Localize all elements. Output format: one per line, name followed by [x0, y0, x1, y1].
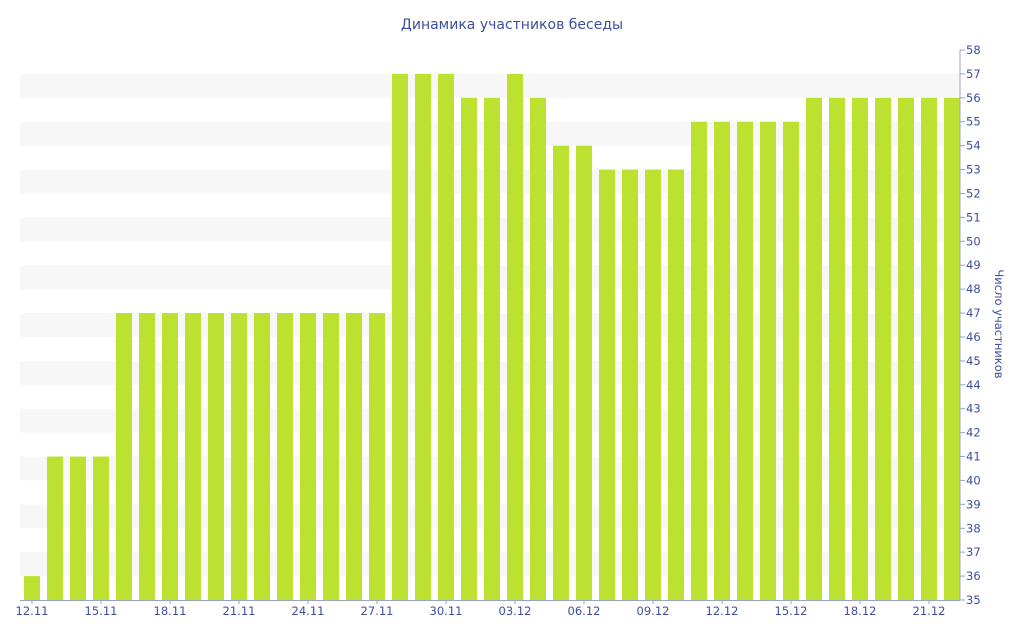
y-tick-label: 57: [966, 67, 981, 81]
bar: [24, 576, 40, 600]
bar: [70, 456, 86, 600]
x-tick-label: 18.11: [154, 604, 187, 618]
y-tick-label: 39: [966, 497, 981, 511]
bar: [254, 313, 270, 600]
x-tick-label: 30.11: [430, 604, 463, 618]
bar: [484, 97, 500, 601]
y-tick-label: 47: [966, 306, 981, 320]
bar: [116, 313, 132, 600]
bar: [461, 97, 477, 601]
bar: [691, 121, 707, 600]
bar: [576, 145, 592, 601]
bar: [369, 313, 385, 600]
y-tick-label: 54: [966, 139, 981, 153]
x-tick-label: 12.12: [706, 604, 739, 618]
y-tick-label: 40: [966, 473, 981, 487]
bar: [277, 313, 293, 600]
x-tick-label: 24.11: [292, 604, 325, 618]
bar: [300, 313, 316, 600]
grid-band: [20, 73, 960, 98]
x-tick-label: 18.12: [844, 604, 877, 618]
y-tick-label: 43: [966, 402, 981, 416]
y-tick-label: 35: [966, 593, 981, 607]
bar: [530, 97, 546, 601]
bar: [829, 97, 845, 601]
y-tick-label: 51: [966, 210, 981, 224]
bar: [553, 145, 569, 601]
y-tick-label: 50: [966, 234, 981, 248]
bar: [438, 73, 454, 601]
y-tick-label: 46: [966, 330, 981, 344]
bar: [668, 169, 684, 600]
x-tick-label: 06.12: [568, 604, 601, 618]
y-tick-label: 58: [966, 43, 981, 57]
bar: [622, 169, 638, 600]
x-tick-label: 27.11: [361, 604, 394, 618]
y-axis: 35 36 37 38 39 40 41 42 43 44 45 46 47 48 49 50 51 52 53 54…: [959, 43, 981, 607]
x-tick-label: 21.11: [223, 604, 256, 618]
y-tick-label: 56: [966, 91, 981, 105]
chart-title: Динамика участников беседы: [401, 17, 623, 33]
y-tick-label: 41: [966, 450, 981, 464]
bar: [392, 73, 408, 601]
x-tick-label: 15.12: [775, 604, 808, 618]
x-tick-label: 21.12: [913, 604, 946, 618]
bar: [944, 97, 960, 601]
y-tick-label: 52: [966, 186, 981, 200]
y-tick-label: 42: [966, 426, 981, 440]
bar: [645, 169, 661, 600]
y-tick-label: 44: [966, 378, 981, 392]
y-tick-label: 37: [966, 545, 981, 559]
bar: [231, 313, 247, 600]
bar: [783, 121, 799, 600]
x-tick-label: 03.12: [499, 604, 532, 618]
bar: [898, 97, 914, 601]
bar: [162, 313, 178, 600]
bar: [507, 73, 523, 601]
x-tick-label: 12.11: [16, 604, 49, 618]
bar: [346, 313, 362, 600]
y-tick-label: 48: [966, 282, 981, 296]
x-tick-label: 09.12: [637, 604, 670, 618]
bar: [852, 97, 868, 601]
y-tick-label: 53: [966, 163, 981, 177]
y-tick-label: 38: [966, 521, 981, 535]
x-axis: 12.11 15.11 18.11 21.11 24.11 27.11 30.11 03.12…: [16, 600, 960, 618]
bar: [714, 121, 730, 600]
bar: [806, 97, 822, 601]
bar-series: [24, 73, 960, 601]
bar: [415, 73, 431, 601]
bar: [208, 313, 224, 600]
y-tick-label: 49: [966, 258, 981, 272]
y-tick-label: 36: [966, 569, 981, 583]
bar: [875, 97, 891, 601]
bar: [921, 97, 937, 601]
x-tick-label: 15.11: [85, 604, 118, 618]
bar: [760, 121, 776, 600]
bar: [599, 169, 615, 600]
y-tick-label: 45: [966, 354, 981, 368]
bar: [323, 313, 339, 600]
bar: [47, 456, 63, 600]
y-axis-label: Число участников: [992, 269, 1006, 378]
bar: [737, 121, 753, 600]
y-tick-label: 55: [966, 115, 981, 129]
bar: [139, 313, 155, 600]
bar: [93, 456, 109, 600]
bar: [185, 313, 201, 600]
